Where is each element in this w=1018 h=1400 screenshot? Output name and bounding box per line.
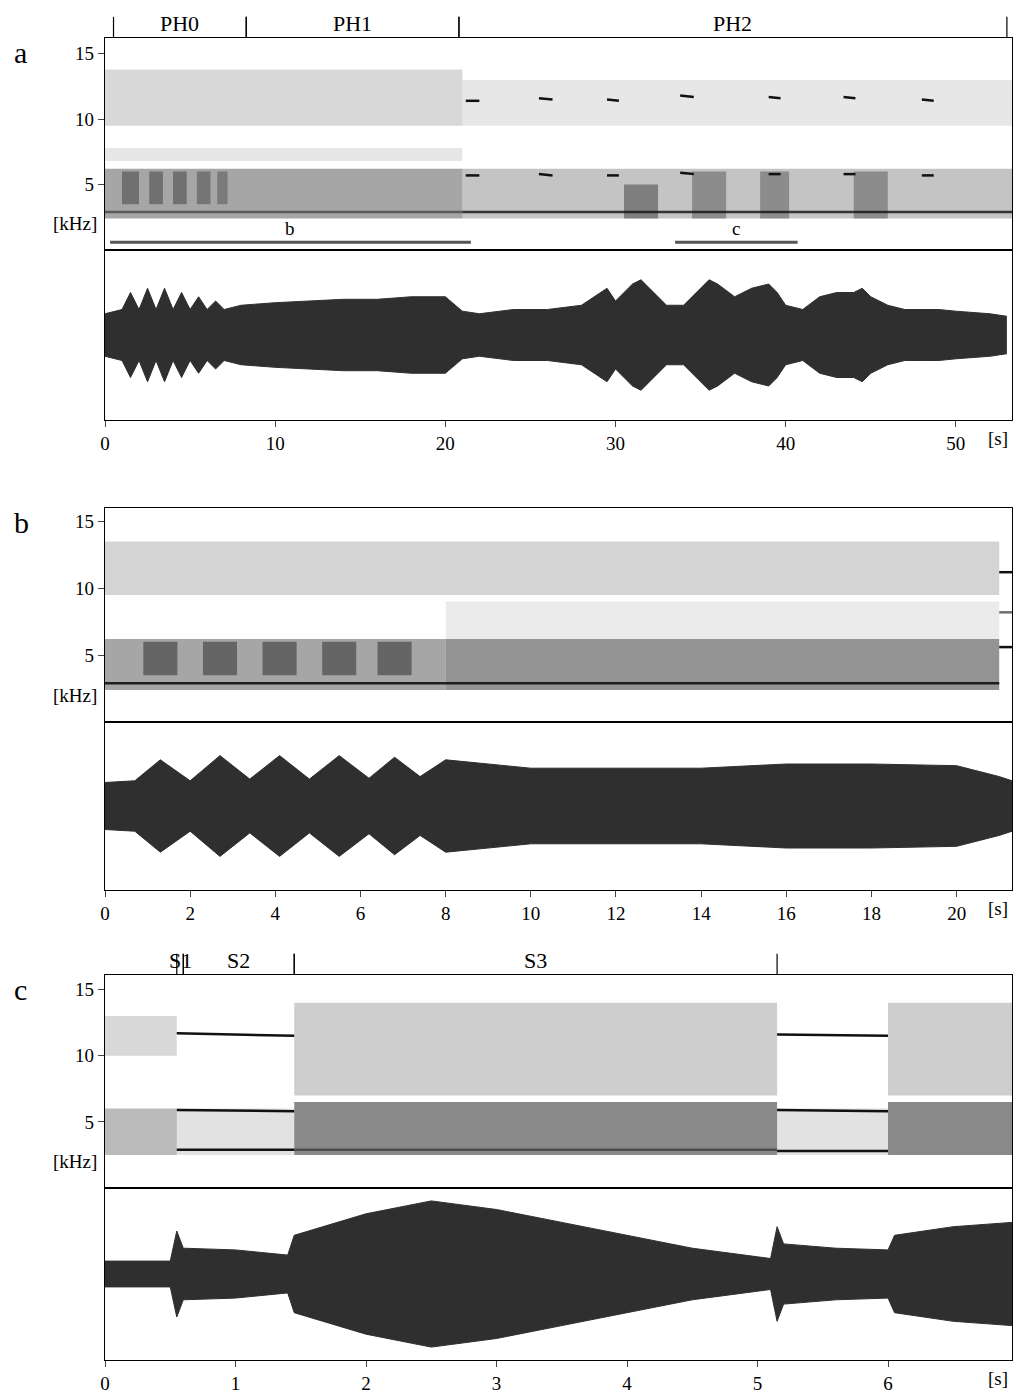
svg-text:10: 10 [75, 578, 94, 599]
svg-text:0: 0 [100, 1373, 110, 1394]
svg-text:14: 14 [692, 903, 712, 924]
svg-text:[kHz]: [kHz] [53, 685, 97, 706]
svg-text:4: 4 [622, 1373, 632, 1394]
svg-text:2: 2 [185, 903, 195, 924]
svg-text:0: 0 [100, 903, 110, 924]
svg-text:[kHz]: [kHz] [53, 1151, 97, 1172]
svg-text:2: 2 [361, 1373, 371, 1394]
svg-text:10: 10 [266, 433, 285, 454]
svg-text:3: 3 [492, 1373, 502, 1394]
svg-text:50: 50 [946, 433, 965, 454]
svg-text:10: 10 [75, 109, 94, 130]
svg-text:PH2: PH2 [713, 11, 752, 36]
svg-text:PH0: PH0 [160, 11, 199, 36]
svg-text:a: a [14, 36, 27, 69]
svg-text:6: 6 [356, 903, 366, 924]
svg-text:0: 0 [100, 433, 110, 454]
svg-text:5: 5 [753, 1373, 763, 1394]
svg-text:18: 18 [862, 903, 881, 924]
svg-text:20: 20 [947, 903, 966, 924]
svg-text:S3: S3 [524, 948, 547, 973]
svg-text:6: 6 [883, 1373, 893, 1394]
svg-text:5: 5 [85, 645, 95, 666]
svg-text:10: 10 [75, 1045, 94, 1066]
svg-text:5: 5 [85, 1112, 95, 1133]
svg-text:15: 15 [75, 979, 94, 1000]
svg-text:20: 20 [436, 433, 455, 454]
svg-text:12: 12 [606, 903, 625, 924]
svg-text:[s]: [s] [988, 898, 1008, 919]
svg-text:b: b [285, 218, 295, 239]
svg-text:[kHz]: [kHz] [53, 213, 97, 234]
svg-text:b: b [14, 506, 29, 539]
svg-text:[s]: [s] [988, 428, 1008, 449]
svg-text:15: 15 [75, 511, 94, 532]
svg-text:5: 5 [85, 174, 95, 195]
svg-text:c: c [732, 218, 740, 239]
svg-text:4: 4 [271, 903, 281, 924]
svg-text:[s]: [s] [988, 1368, 1008, 1389]
svg-text:16: 16 [777, 903, 796, 924]
svg-text:c: c [14, 973, 27, 1006]
svg-text:1: 1 [231, 1373, 241, 1394]
svg-text:S2: S2 [227, 948, 250, 973]
svg-text:30: 30 [606, 433, 625, 454]
svg-text:15: 15 [75, 43, 94, 64]
svg-text:40: 40 [776, 433, 795, 454]
svg-text:10: 10 [521, 903, 540, 924]
svg-text:PH1: PH1 [333, 11, 372, 36]
svg-text:8: 8 [441, 903, 451, 924]
svg-text:S1: S1 [169, 948, 192, 973]
